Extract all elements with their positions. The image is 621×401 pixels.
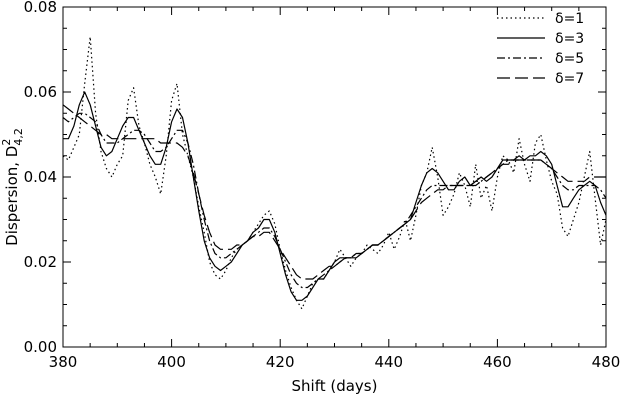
x-tick-label: 380 xyxy=(49,353,78,371)
x-tick-label: 420 xyxy=(266,353,295,371)
legend: δ=1 δ=3 δ=5 δ=7 xyxy=(497,11,584,87)
axis-ticks xyxy=(62,6,607,348)
y-axis-title-main: Dispersion, D xyxy=(3,146,21,246)
x-tick-label: 400 xyxy=(157,353,186,371)
y-axis-title-subscript: 4,2 xyxy=(12,128,25,146)
y-tick-label: 0.06 xyxy=(24,83,57,101)
x-tick-label: 440 xyxy=(374,353,403,371)
legend-series-longdash-label: δ=7 xyxy=(555,71,584,87)
y-tick-label: 0.00 xyxy=(24,338,57,356)
series-longdash-line xyxy=(62,104,606,280)
y-tick-label: 0.08 xyxy=(24,0,57,16)
y-axis-title: Dispersion, D24,2 xyxy=(0,128,25,246)
legend-series-dotted-label: δ=1 xyxy=(555,11,584,27)
legend-series-solid-label: δ=3 xyxy=(555,31,584,47)
series-solid-line xyxy=(63,91,607,301)
axis-tick-labels: 380 400 420 440 460 480 0.00 0.02 0.04 0.06 0.08 xyxy=(24,0,621,371)
series-lines xyxy=(62,36,607,310)
x-axis-title: Shift (days) xyxy=(292,377,378,395)
series-dotted-line xyxy=(62,36,607,310)
legend-series-dashdot-label: δ=5 xyxy=(555,51,584,67)
y-tick-label: 0.04 xyxy=(24,168,57,186)
y-tick-label: 0.02 xyxy=(24,253,57,271)
y-axis-title-superscript: 2 xyxy=(0,139,13,146)
x-tick-label: 460 xyxy=(483,353,512,371)
x-tick-label: 480 xyxy=(592,353,621,371)
